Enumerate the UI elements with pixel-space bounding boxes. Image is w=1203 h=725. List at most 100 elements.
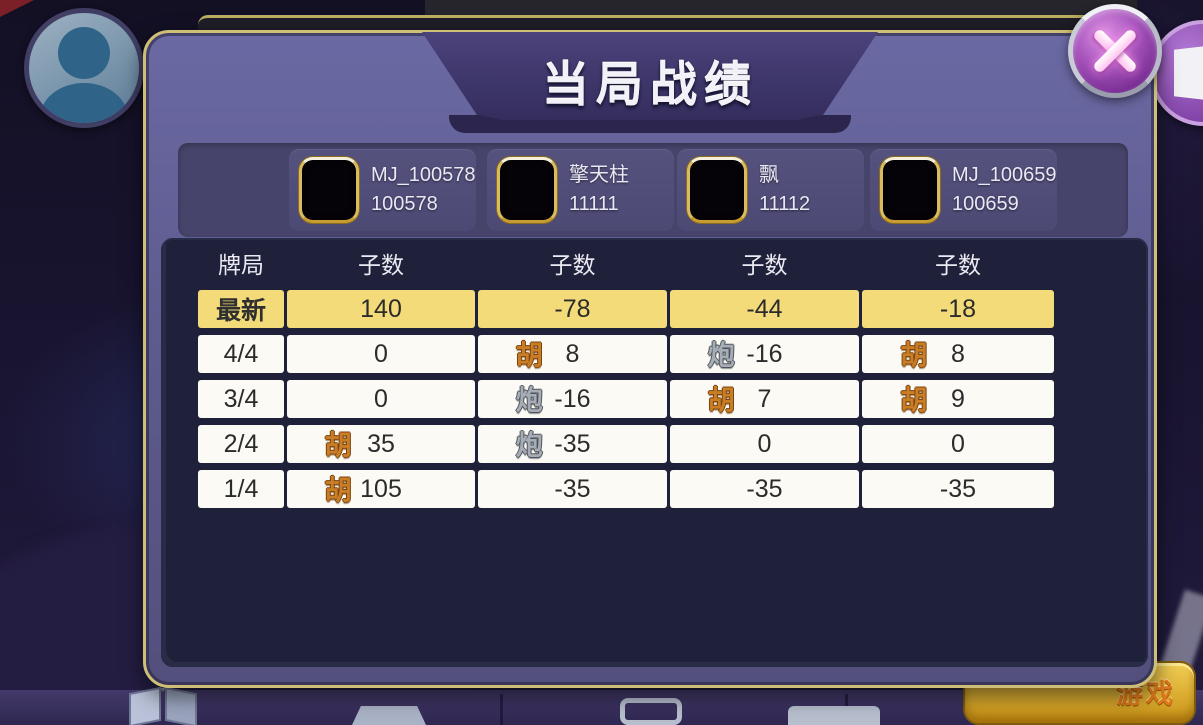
lose-badge: 炮: [707, 340, 735, 371]
score-cell: 炮 -35: [478, 425, 667, 463]
score-value: 35: [367, 429, 395, 458]
player-portrait: [687, 157, 747, 223]
player-name: MJ_100659: [952, 164, 1057, 186]
player-portrait: [880, 157, 940, 223]
score-cell: 胡 105: [287, 470, 475, 508]
player-id: 100659: [952, 193, 1019, 215]
score-cell: -78: [478, 290, 667, 328]
score-value: -35: [554, 429, 591, 458]
table-row: 2/4 胡 35 炮 -35 0 0: [198, 425, 1057, 463]
score-value: -16: [554, 384, 591, 413]
column-header: 子数: [549, 252, 596, 278]
row-label: 4/4: [198, 335, 284, 373]
player-id: 100578: [371, 193, 438, 215]
score-cell: 0: [287, 380, 475, 418]
row-label: 1/4: [198, 470, 284, 508]
score-value: 140: [360, 294, 402, 323]
row-label: 3/4: [198, 380, 284, 418]
score-cell: 0: [862, 425, 1054, 463]
row-label: 2/4: [198, 425, 284, 463]
score-cell: 0: [287, 335, 475, 373]
score-value: 9: [951, 384, 965, 413]
table-row: 1/4 胡 105 -35 -35 -35: [198, 470, 1057, 508]
column-header: 子数: [741, 252, 788, 278]
toolbar-icon[interactable]: [620, 698, 682, 725]
win-badge: 胡: [324, 475, 352, 506]
toolbar-divider: [500, 694, 503, 725]
player-card: MJ_100578 100578: [289, 149, 476, 231]
score-value: -44: [746, 294, 783, 323]
player-card: MJ_100659 100659: [870, 149, 1057, 231]
dialog-title: 当局战绩: [542, 57, 758, 111]
score-value: -35: [939, 474, 977, 503]
player-portrait: [299, 157, 359, 223]
score-value: 0: [374, 339, 388, 368]
score-value: 0: [374, 384, 388, 413]
score-value: -35: [746, 474, 783, 503]
win-badge: 胡: [707, 385, 735, 416]
person-icon: [40, 83, 128, 123]
score-value: 8: [951, 339, 965, 368]
player-name: 飘: [759, 164, 779, 186]
score-cell: -35: [862, 470, 1054, 508]
score-value: 0: [951, 429, 965, 458]
toolbar-icon[interactable]: [788, 706, 880, 725]
player-avatar[interactable]: [24, 8, 144, 128]
book-icon[interactable]: [126, 686, 200, 725]
table-row: 4/4 0 胡 8 炮 -16 胡 8: [198, 335, 1057, 373]
player-card: 飘 11112: [677, 149, 864, 231]
score-cell: 140: [287, 290, 475, 328]
player-name: 擎天柱: [569, 164, 629, 186]
score-cell: -35: [670, 470, 859, 508]
table-row: 3/4 0 炮 -16 胡 7 胡 9: [198, 380, 1057, 418]
column-header: 子数: [358, 252, 404, 278]
score-value: -16: [746, 339, 783, 368]
score-cell: 0: [670, 425, 859, 463]
door-icon: [1174, 46, 1203, 100]
background-red-accent: [0, 0, 34, 17]
column-header: 牌局: [218, 252, 264, 278]
win-badge: 胡: [324, 430, 352, 461]
results-dialog: 当局战绩 MJ_100578 100578 擎天柱 11111: [143, 30, 1157, 688]
row-label: 最新: [198, 290, 284, 328]
win-badge: 胡: [900, 340, 928, 371]
player-name: MJ_100578: [371, 164, 476, 186]
score-cell: -44: [670, 290, 859, 328]
win-badge: 胡: [900, 385, 928, 416]
score-value: 0: [757, 429, 772, 458]
score-cell: 胡 35: [287, 425, 475, 463]
player-portrait: [497, 157, 557, 223]
title-banner: 当局战绩: [422, 32, 878, 120]
background-window-top: [425, 0, 1137, 18]
score-value: -35: [554, 474, 591, 503]
score-value: 7: [757, 384, 772, 413]
player-id: 11111: [569, 193, 619, 215]
score-cell: 炮 -16: [478, 380, 667, 418]
score-value: -78: [554, 294, 591, 323]
person-icon: [58, 27, 110, 79]
player-card: 擎天柱 11111: [487, 149, 674, 231]
column-header: 子数: [935, 252, 981, 278]
player-id: 11112: [759, 193, 811, 215]
score-cell: -18: [862, 290, 1054, 328]
score-table-rows: 最新 140 -78 -44 -18 4/4 0 胡 8 炮 -16 胡 8 3/4 0 炮 -16 胡 7 胡 9 2/…: [198, 290, 1057, 508]
players-strip: MJ_100578 100578 擎天柱 11111 飘 11112: [178, 143, 1128, 237]
close-button[interactable]: [1068, 4, 1162, 98]
score-value: 8: [565, 339, 580, 368]
win-badge: 胡: [515, 340, 543, 371]
lose-badge: 炮: [515, 385, 543, 416]
score-value: 105: [360, 474, 402, 503]
table-row: 最新 140 -78 -44 -18: [198, 290, 1057, 328]
toolbar-icon[interactable]: [352, 706, 426, 725]
lose-badge: 炮: [515, 430, 543, 461]
score-value: -18: [939, 294, 977, 323]
score-cell: -35: [478, 470, 667, 508]
score-table-panel: 牌局 子数 子数 子数 子数 最新 140 -78 -44 -18 4/4 0 胡 8 炮 -16 胡…: [161, 238, 1148, 667]
score-table-header: 牌局 子数 子数 子数 子数: [198, 238, 1057, 288]
score-cell: 炮 -16: [670, 335, 859, 373]
